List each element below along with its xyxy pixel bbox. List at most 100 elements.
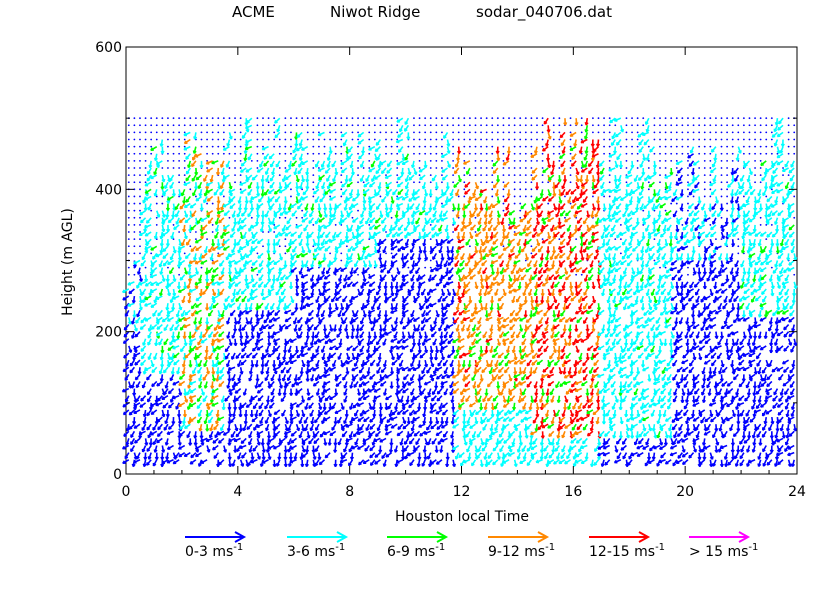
wind-arrow (179, 345, 186, 353)
wind-arrow (194, 167, 199, 176)
no-data-dot (340, 195, 343, 198)
wind-arrow (146, 373, 152, 381)
no-data-dot (524, 188, 527, 191)
no-data-dot (144, 181, 147, 184)
no-data-dot (390, 131, 393, 134)
no-data-dot (340, 181, 343, 184)
wind-arrow (158, 338, 164, 346)
no-data-dot (759, 159, 762, 162)
no-data-dot (306, 152, 309, 155)
no-data-dot (754, 117, 756, 120)
no-data-dot (468, 174, 471, 177)
no-data-dot (530, 145, 533, 148)
wind-arrow (134, 331, 141, 338)
no-data-dot (541, 124, 544, 127)
no-data-dot (664, 117, 667, 120)
no-data-dot (474, 131, 477, 134)
wind-arrow (184, 423, 191, 430)
no-data-dot (770, 266, 773, 269)
no-data-dot (703, 131, 706, 134)
no-data-dot (390, 138, 393, 141)
no-data-dot (513, 181, 516, 184)
wind-arrow (142, 295, 147, 304)
wind-arrow (169, 174, 175, 182)
no-data-dot (429, 224, 432, 226)
no-data-dot (385, 138, 387, 141)
no-data-dot (290, 117, 292, 120)
no-data-dot (357, 159, 359, 162)
no-data-dot (541, 152, 544, 155)
wind-arrow (150, 402, 158, 407)
wind-arrow (150, 288, 158, 294)
no-data-dot (737, 117, 740, 120)
no-data-dot (167, 266, 169, 269)
wind-arrow (184, 309, 191, 316)
no-data-dot (765, 117, 768, 120)
no-data-dot (278, 245, 281, 248)
no-data-dot (480, 181, 482, 184)
no-data-dot (155, 195, 158, 198)
no-data-dot (530, 117, 533, 120)
no-data-dot (161, 195, 164, 198)
no-data-dot (441, 145, 443, 148)
wind-arrow (149, 273, 158, 279)
no-data-dot (496, 117, 499, 120)
no-data-dot (703, 117, 706, 120)
no-data-dot (396, 152, 399, 155)
no-data-dot (267, 124, 270, 127)
wind-arrow (203, 416, 208, 425)
no-data-dot (474, 159, 477, 162)
no-data-dot (256, 167, 259, 169)
no-data-dot (351, 131, 354, 134)
no-data-dot (424, 266, 427, 269)
no-data-dot (334, 224, 337, 226)
no-data-dot (167, 138, 169, 141)
wind-arrow (156, 323, 163, 330)
no-data-dot (368, 224, 371, 226)
wind-arrow (124, 302, 130, 310)
wind-arrow (167, 359, 175, 366)
wind-arrow (165, 239, 170, 247)
no-data-dot (524, 195, 527, 198)
wind-arrow (147, 352, 152, 361)
no-data-dot (664, 209, 667, 212)
no-data-dot (508, 117, 510, 120)
no-data-dot (580, 117, 583, 120)
no-data-dot (144, 174, 147, 177)
no-data-dot (759, 117, 762, 120)
no-data-dot (284, 117, 287, 120)
no-data-dot (424, 117, 427, 120)
wind-arrow (160, 360, 165, 368)
no-data-dot (664, 145, 667, 148)
wind-arrow (166, 309, 174, 315)
no-data-dot (318, 117, 320, 120)
no-data-dot (228, 117, 231, 120)
no-data-dot (569, 202, 572, 205)
no-data-dot (435, 159, 438, 162)
wind-arrow (167, 345, 175, 352)
no-data-dot (519, 138, 522, 141)
no-data-dot (687, 195, 689, 198)
no-data-dot (513, 138, 516, 141)
wind-arrow (160, 452, 165, 460)
no-data-dot (692, 273, 695, 276)
wind-arrow (167, 259, 174, 266)
no-data-dot (385, 231, 387, 233)
no-data-dot (608, 138, 611, 141)
wind-arrow (200, 217, 208, 222)
no-data-dot (480, 138, 482, 141)
wind-arrow (150, 145, 158, 152)
wind-arrow (209, 423, 214, 432)
no-data-dot (748, 145, 751, 148)
no-data-dot (178, 131, 181, 134)
wind-arrow (132, 388, 137, 396)
no-data-dot (127, 238, 130, 241)
wind-arrow (155, 316, 163, 323)
wind-arrow (133, 259, 141, 265)
no-data-dot (139, 195, 141, 198)
no-data-dot (351, 124, 354, 127)
no-data-dot (178, 273, 181, 276)
no-data-dot (127, 224, 130, 226)
no-data-dot (603, 117, 605, 120)
no-data-dot (625, 181, 628, 184)
